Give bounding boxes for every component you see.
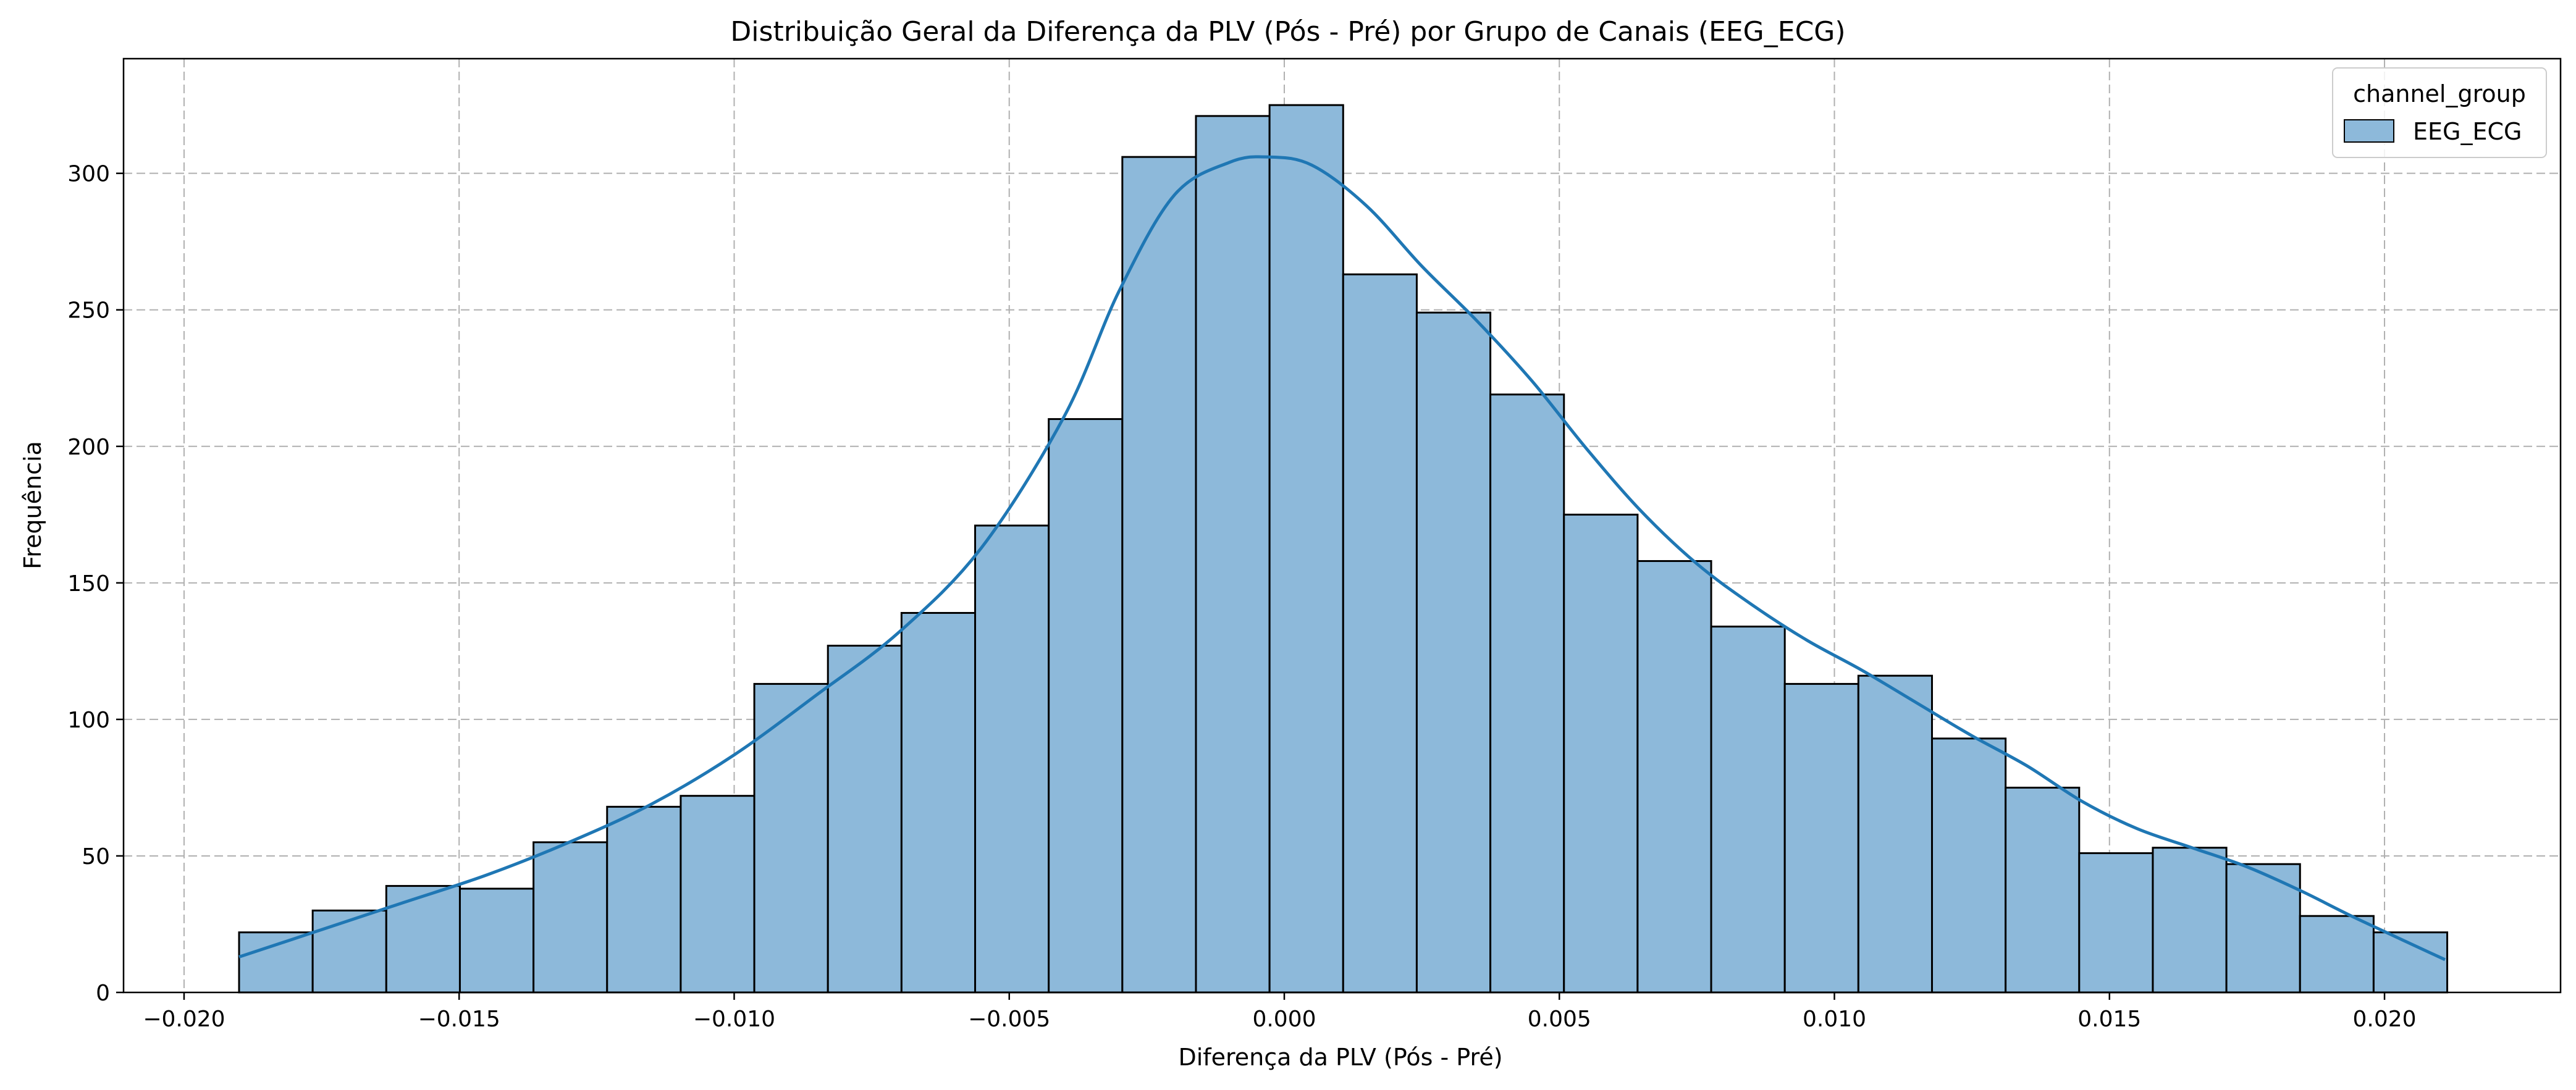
x-tick-label: 0.020 [2353,1007,2417,1032]
histogram-bar [1857,674,1933,994]
histogram-bar [458,887,535,994]
legend-swatch [2344,119,2394,143]
histogram-bar [1415,311,1492,994]
y-tick-label: 0 [96,981,110,1006]
x-tick-label: 0.010 [1803,1007,1866,1032]
x-tick-label: 0.005 [1528,1007,1591,1032]
legend-title: channel_group [2353,80,2526,107]
histogram-bar [1710,626,1786,994]
y-tick-label: 250 [67,298,110,324]
histogram-bar [2078,852,2154,994]
x-axis-label: Diferença da PLV (Pós - Pré) [1178,1044,1502,1071]
histogram-bar [1489,393,1565,994]
histogram-bar [1342,273,1418,994]
histogram-bar [2005,786,2081,994]
histogram-bar [1268,104,1344,994]
histogram-bar [680,795,756,994]
y-axis-ticks: 0 50 100 150 200 250 300 [67,162,124,1006]
histogram-bar [1195,115,1271,994]
histogram-bar [385,885,461,994]
y-tick-label: 200 [67,435,110,460]
x-tick-label: −0.015 [418,1007,500,1032]
x-tick-label: −0.020 [143,1007,225,1032]
histogram-bar [753,682,829,994]
histogram-bar [974,524,1050,994]
histogram-bar [311,909,387,994]
histogram-bar [1930,737,2007,994]
plot-frame [122,57,2562,994]
histogram-bar [2372,931,2449,994]
histogram-bar [2152,847,2228,994]
histogram-bar [532,841,608,994]
histogram-bar [2225,863,2301,994]
histogram-bar [1563,513,1639,994]
histogram-bar [900,611,977,994]
chart-title: Distribuição Geral da Diferença da PLV (… [730,16,1845,48]
histogram-bar [827,645,903,994]
histogram-bar [1636,560,1712,994]
legend: channel_group EEG_ECG [2332,67,2547,158]
y-tick-label: 150 [67,571,110,597]
y-tick-label: 300 [67,162,110,187]
x-tick-label: −0.005 [968,1007,1050,1032]
y-axis-label: Frequência [19,441,46,569]
y-tick-label: 50 [82,844,110,870]
x-axis-ticks: −0.020 −0.015 −0.010 −0.005 0.000 0.005 0.010 0… [143,992,2417,1032]
histogram-bar [1783,682,1859,994]
histogram-bar [606,805,682,994]
histogram-bar [238,931,314,994]
x-tick-label: 0.000 [1252,1007,1316,1032]
histogram-bar [1048,418,1124,994]
x-tick-label: −0.010 [693,1007,775,1032]
legend-entry-label: EEG_ECG [2413,118,2522,145]
kde-layer [238,155,2446,962]
histogram-bar [1121,156,1197,994]
y-tick-label: 100 [67,708,110,733]
x-tick-label: 0.015 [2077,1007,2141,1032]
histogram-bar [2299,915,2375,994]
kde-curve [238,155,2446,962]
